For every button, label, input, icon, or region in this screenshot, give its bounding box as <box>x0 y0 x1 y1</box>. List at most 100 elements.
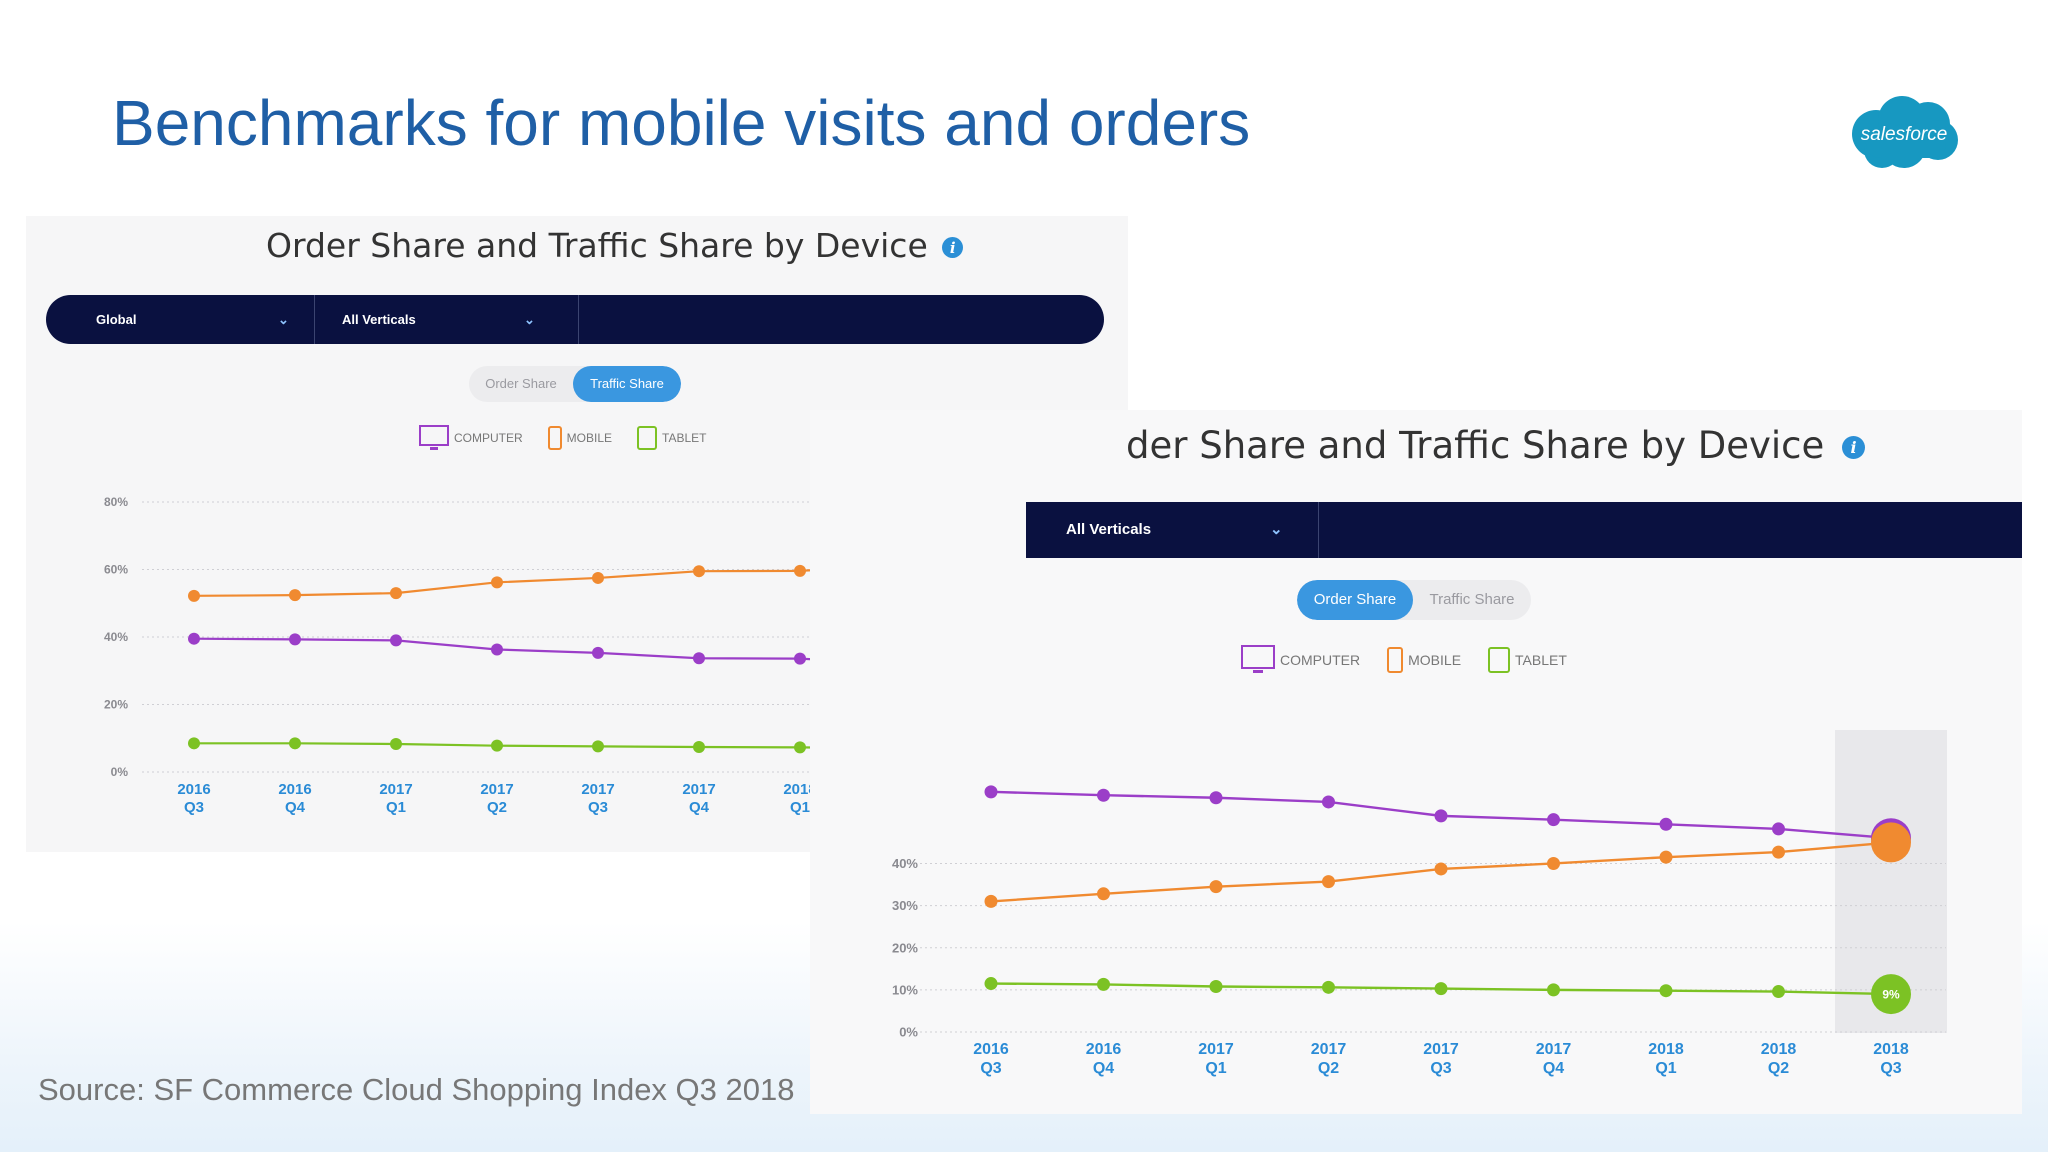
legend: COMPUTER MOBILE TABLET <box>1240 644 1567 676</box>
computer-icon <box>419 425 449 450</box>
order-share-panel: der Share and Traffic Share by Device i … <box>810 410 2022 1114</box>
mobile-icon <box>547 426 562 450</box>
data-point-tablet <box>289 737 301 750</box>
data-point-tablet <box>1659 984 1673 998</box>
x-tick-quarter: Q2 <box>1768 1060 1789 1077</box>
x-tick-year: 2016 <box>177 781 210 798</box>
x-tick-year: 2018 <box>783 781 816 798</box>
data-point-computer <box>1322 795 1335 809</box>
x-tick-quarter: Q4 <box>1543 1060 1564 1077</box>
data-point-mobile <box>188 589 200 602</box>
panel-title-text: der Share and Traffic Share by Device <box>1126 424 1825 467</box>
y-tick-label: 10% <box>892 982 918 997</box>
y-tick-label: 40% <box>892 856 918 871</box>
legend-mobile[interactable]: MOBILE <box>1386 646 1461 674</box>
x-tick-quarter: Q4 <box>285 799 306 816</box>
x-tick-quarter: Q4 <box>689 799 710 816</box>
mobile-icon <box>1387 647 1404 673</box>
legend-computer[interactable]: COMPUTER <box>1240 644 1360 676</box>
legend-computer-label: COMPUTER <box>454 431 523 445</box>
x-tick-year: 2018 <box>1761 1041 1797 1058</box>
legend-computer-label: COMPUTER <box>1280 652 1361 668</box>
data-point-mobile <box>1772 845 1785 859</box>
x-tick-quarter: Q4 <box>1093 1060 1114 1077</box>
data-point-computer <box>693 652 705 665</box>
data-point-computer <box>592 646 604 659</box>
order-share-chart: 0% 10% 20% 30% 40% 2016 Q3 2016 Q4 2017 Q1 2017 Q2 20… <box>892 730 1947 1077</box>
data-point-computer <box>1547 813 1560 827</box>
vertical-filter-label: All Verticals <box>342 312 416 327</box>
y-tick-label: 20% <box>104 698 128 712</box>
data-point-mobile <box>1659 850 1673 864</box>
end-marker-mobile <box>1871 822 1911 863</box>
legend-tablet-label: TABLET <box>662 431 707 445</box>
data-point-computer <box>1659 817 1673 831</box>
panel-title-text: Order Share and Traffic Share by Device <box>266 226 928 265</box>
x-tick-year: 2017 <box>1311 1041 1347 1058</box>
panel-title: Order Share and Traffic Share by Device … <box>266 226 964 265</box>
x-tick-year: 2017 <box>581 781 614 798</box>
data-point-tablet <box>1772 985 1785 999</box>
data-point-mobile <box>1322 875 1335 889</box>
x-tick-quarter: Q1 <box>386 799 406 816</box>
data-point-mobile <box>1434 862 1448 876</box>
vertical-filter[interactable]: All Verticals ⌄ <box>1066 502 1306 558</box>
data-point-tablet <box>1097 977 1110 991</box>
info-icon[interactable]: i <box>942 237 964 258</box>
data-point-mobile <box>592 571 604 584</box>
region-filter[interactable]: Global ⌄ <box>96 295 296 344</box>
x-tick-quarter: Q1 <box>790 799 810 816</box>
y-tick-label: 80% <box>104 495 128 509</box>
vertical-filter-label: All Verticals <box>1066 521 1152 538</box>
logo-wordmark: salesforce <box>1861 124 1948 145</box>
legend-mobile[interactable]: MOBILE <box>547 425 612 451</box>
data-point-tablet <box>592 740 604 753</box>
legend: COMPUTER MOBILE TABLET <box>418 424 707 452</box>
filter-divider <box>578 295 579 344</box>
data-point-mobile <box>390 587 402 600</box>
computer-icon <box>1241 645 1275 673</box>
x-tick-quarter: Q1 <box>1655 1060 1676 1077</box>
legend-tablet[interactable]: TABLET <box>636 425 707 451</box>
traffic-share-toggle[interactable]: Traffic Share <box>573 366 681 402</box>
x-tick-year: 2017 <box>1536 1041 1572 1058</box>
legend-computer[interactable]: COMPUTER <box>418 424 523 452</box>
data-point-tablet <box>188 737 200 750</box>
legend-mobile-label: MOBILE <box>1408 652 1462 668</box>
data-point-computer <box>1097 788 1110 802</box>
x-tick-year: 2018 <box>1648 1041 1684 1058</box>
data-point-computer <box>289 633 301 646</box>
data-point-tablet <box>491 739 503 752</box>
order-share-toggle[interactable]: Order Share <box>1297 580 1413 620</box>
data-point-computer <box>984 785 998 799</box>
x-tick-year: 2017 <box>1198 1041 1234 1058</box>
x-tick-quarter: Q1 <box>1205 1060 1226 1077</box>
data-point-tablet <box>1547 983 1560 997</box>
data-point-mobile <box>491 576 503 589</box>
traffic-share-toggle[interactable]: Traffic Share <box>1429 591 1515 608</box>
info-icon[interactable]: i <box>1842 436 1866 459</box>
share-toggle: Order Share Traffic Share <box>469 366 681 402</box>
legend-tablet[interactable]: TABLET <box>1487 646 1567 674</box>
filter-bar: All Verticals ⌄ <box>1026 502 2022 558</box>
data-point-tablet <box>1322 980 1335 994</box>
data-point-mobile <box>1547 856 1560 870</box>
data-point-mobile <box>794 564 806 577</box>
y-tick-label: 0% <box>899 1025 918 1040</box>
vertical-filter[interactable]: All Verticals ⌄ <box>342 295 542 344</box>
x-tick-quarter: Q3 <box>1430 1060 1451 1077</box>
order-share-toggle[interactable]: Order Share <box>485 376 557 391</box>
x-tick-year: 2017 <box>1423 1041 1459 1058</box>
data-point-computer <box>1209 791 1223 805</box>
y-tick-label: 60% <box>104 563 128 577</box>
data-point-mobile <box>984 894 998 908</box>
x-tick-year: 2017 <box>480 781 513 798</box>
data-point-tablet <box>1209 979 1223 993</box>
source-note: Source: SF Commerce Cloud Shopping Index… <box>38 1072 795 1107</box>
data-point-mobile <box>693 565 705 578</box>
slide-title: Benchmarks for mobile visits and orders <box>112 87 1251 159</box>
x-tick-year: 2018 <box>1873 1041 1909 1058</box>
y-tick-label: 30% <box>892 898 918 913</box>
x-tick-quarter: Q3 <box>980 1060 1001 1077</box>
data-point-computer <box>188 632 200 645</box>
